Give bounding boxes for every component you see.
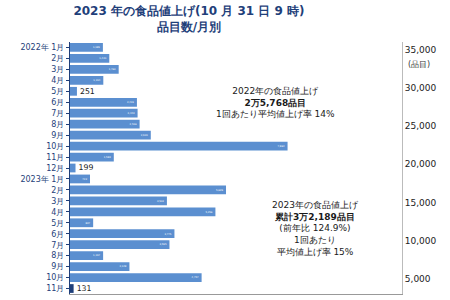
svg-text:5,256: 5,256	[205, 211, 212, 214]
svg-text:2月: 2月	[51, 186, 64, 195]
svg-text:10月: 10月	[46, 142, 64, 151]
svg-text:2022年の食品値上げ2万5,768品目1回あたり平均値上げ: 2022年の食品値上げ2万5,768品目1回あたり平均値上げ率 14%	[216, 86, 335, 119]
svg-text:10月: 10月	[46, 273, 64, 282]
svg-text:4月: 4月	[51, 76, 64, 85]
svg-text:11月: 11月	[46, 284, 64, 293]
svg-text:8月: 8月	[51, 120, 64, 129]
svg-text:2,419: 2,419	[127, 101, 134, 104]
svg-text:2023年 1月: 2023年 1月	[20, 175, 64, 184]
svg-text:2022年 1月: 2022年 1月	[20, 43, 64, 52]
svg-text:3,595: 3,595	[159, 243, 166, 246]
svg-text:5月: 5月	[51, 219, 64, 228]
svg-text:251: 251	[80, 87, 95, 96]
svg-text:1,204: 1,204	[93, 79, 100, 82]
svg-text:199: 199	[79, 163, 94, 172]
svg-text:15,000: 15,000	[405, 198, 437, 208]
svg-text:1,189: 1,189	[93, 46, 100, 49]
svg-text:723: 723	[82, 178, 87, 181]
svg-text:11月: 11月	[46, 153, 64, 162]
svg-text:7,864: 7,864	[278, 145, 285, 148]
svg-text:30,000: 30,000	[405, 83, 437, 93]
svg-text:2,920: 2,920	[141, 134, 148, 137]
svg-text:3月: 3月	[51, 65, 64, 74]
svg-text:8月: 8月	[51, 251, 64, 260]
svg-text:3月: 3月	[51, 197, 64, 206]
svg-text:2,516: 2,516	[130, 123, 137, 126]
svg-text:25,000: 25,000	[405, 121, 437, 131]
svg-text:5月: 5月	[51, 87, 64, 96]
svg-text:(品目): (品目)	[408, 60, 430, 69]
svg-text:7月: 7月	[51, 109, 64, 118]
svg-text:7月: 7月	[51, 241, 64, 250]
svg-text:12月: 12月	[46, 164, 64, 173]
svg-text:2月: 2月	[51, 54, 64, 63]
svg-text:4,757: 4,757	[192, 276, 199, 279]
svg-text:2,148: 2,148	[119, 265, 126, 268]
svg-text:9月: 9月	[51, 262, 64, 271]
svg-text:1,583: 1,583	[104, 156, 111, 159]
svg-text:1,760: 1,760	[109, 68, 116, 71]
svg-text:3,503: 3,503	[157, 200, 164, 203]
svg-text:2023 年の食品値上げ(10 月 31 日 9 時)品目数: 2023 年の食品値上げ(10 月 31 日 9 時)品目数/月別	[73, 4, 304, 34]
svg-text:20,000: 20,000	[405, 159, 437, 169]
svg-text:2023年の食品値上げ累計3万2,189品目(前年比 124: 2023年の食品値上げ累計3万2,189品目(前年比 124.9%)1回あたり平…	[272, 200, 359, 257]
svg-text:6月: 6月	[51, 230, 64, 239]
svg-text:9月: 9月	[51, 131, 64, 140]
svg-text:837: 837	[85, 222, 90, 225]
svg-text:35,000: 35,000	[405, 45, 437, 55]
svg-text:2,443: 2,443	[128, 112, 135, 115]
svg-text:1,197: 1,197	[93, 254, 100, 257]
svg-text:5,000: 5,000	[405, 274, 431, 284]
svg-text:6月: 6月	[51, 98, 64, 107]
svg-text:5,639: 5,639	[216, 189, 223, 192]
svg-text:3,775: 3,775	[164, 233, 171, 236]
svg-text:4月: 4月	[51, 208, 64, 217]
svg-text:10,000: 10,000	[405, 236, 437, 246]
svg-text:131: 131	[77, 284, 92, 293]
svg-text:1,420: 1,420	[99, 57, 106, 60]
